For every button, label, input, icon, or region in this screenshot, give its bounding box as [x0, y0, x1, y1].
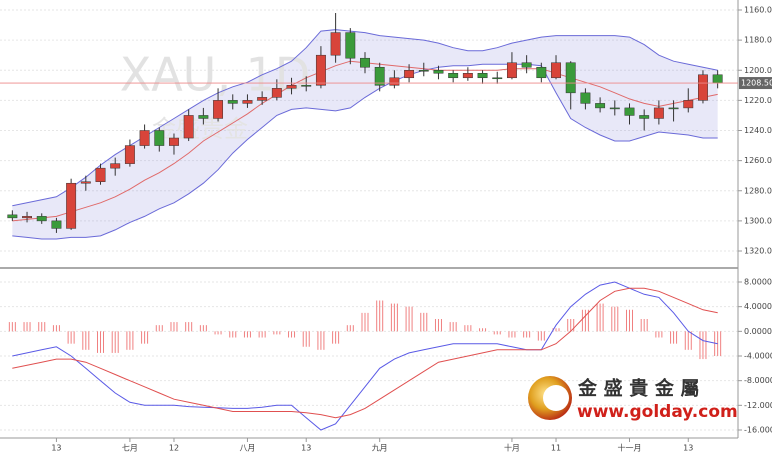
logo-url: www.golday.com — [577, 402, 738, 422]
candle-body — [536, 66, 547, 79]
candle-body — [404, 70, 415, 79]
bollinger-upper — [12, 63, 718, 240]
x-tick-label: 九月 — [372, 444, 388, 453]
y-tick-label: 1160.00 — [744, 6, 772, 15]
y-tick-label: 1320.00 — [744, 247, 772, 256]
y-tick-label: -16.0000 — [744, 426, 772, 435]
x-tick-label: 十月 — [504, 443, 520, 453]
x-tick-label: 八月 — [239, 444, 255, 453]
y-tick-label: 4.0000 — [744, 302, 772, 311]
candle-body — [7, 214, 18, 219]
candle-body — [433, 70, 444, 74]
logo: 金 盛 貴 金 屬 www.golday.com — [528, 376, 738, 422]
candle-body — [653, 107, 664, 119]
y-tick-label: 1300.00 — [744, 216, 772, 225]
candle-body — [22, 216, 32, 219]
candle-body — [374, 66, 385, 86]
candle-body — [683, 100, 694, 109]
bollinger-band — [12, 29, 718, 239]
y-tick-label: 1260.00 — [744, 156, 772, 165]
y-tick-label: 1280.00 — [744, 186, 772, 195]
candle-body — [551, 62, 561, 79]
candle-body — [242, 100, 253, 104]
x-tick-label: 七月 — [122, 444, 138, 453]
y-tick-label: 8.0000 — [744, 278, 772, 287]
candle-body — [639, 115, 650, 119]
candle-body — [315, 54, 326, 86]
candle-body — [36, 216, 47, 222]
y-tick-label: -4.0000 — [744, 352, 772, 361]
candle-body — [80, 181, 91, 184]
logo-name: 金 盛 貴 金 屬 — [577, 377, 699, 400]
candle-body — [95, 167, 106, 182]
candle-body — [668, 107, 679, 110]
y-tick-label: 1220.00 — [744, 96, 772, 105]
candle-body — [462, 73, 473, 79]
candle-body — [169, 137, 179, 146]
candle-body — [624, 107, 635, 116]
candle-body — [301, 85, 312, 87]
candle-body — [521, 62, 532, 68]
candle-body — [609, 107, 620, 110]
candle-body — [257, 97, 268, 101]
candle-body — [580, 92, 591, 104]
dif-line — [12, 281, 718, 431]
candle-body — [183, 115, 194, 139]
x-tick-label: 13 — [51, 444, 61, 453]
candle-body — [565, 62, 576, 94]
candle-body — [139, 130, 150, 146]
last-price-label: 1208.50 — [741, 79, 772, 88]
last-price-box — [739, 77, 772, 90]
candle-body — [712, 74, 723, 84]
y-tick-label: 0.0000 — [744, 327, 772, 336]
candle-body — [492, 77, 503, 80]
y-tick-label: 1180.00 — [744, 36, 772, 45]
candle-body — [124, 145, 135, 164]
candle-body — [213, 100, 224, 119]
y-tick-label: 1200.00 — [744, 66, 772, 75]
dea-line — [12, 287, 718, 419]
candle-body — [66, 182, 77, 229]
candle-body — [360, 57, 370, 68]
candle-body — [595, 103, 606, 109]
candle-body — [506, 62, 517, 79]
candle-body — [418, 70, 429, 72]
candle-body — [330, 32, 341, 56]
candle-body — [477, 73, 488, 79]
x-tick-label: 十一月 — [617, 443, 641, 453]
watermark-sub: 金盛贵金 — [152, 115, 248, 143]
x-tick-label: 11 — [551, 444, 561, 453]
x-tick-label: 13 — [683, 444, 693, 453]
candle-body — [110, 163, 121, 169]
candle-body — [198, 115, 209, 119]
candle-body — [154, 130, 165, 146]
logo-icon-inner — [543, 385, 569, 411]
y-tick-label: -12.0000 — [744, 401, 772, 410]
candle-body — [227, 100, 238, 104]
candle-body — [448, 73, 459, 79]
y-tick-label: -8.0000 — [744, 376, 772, 385]
candle-body — [51, 220, 62, 229]
candle-body — [286, 85, 297, 89]
y-tick-label: 1240.00 — [744, 126, 772, 135]
candle-body — [271, 88, 282, 98]
candle-body — [698, 74, 708, 101]
candle-body — [389, 77, 400, 86]
x-tick-label: 12 — [169, 444, 179, 453]
candle-body — [345, 32, 356, 59]
x-tick-label: 13 — [301, 444, 311, 453]
